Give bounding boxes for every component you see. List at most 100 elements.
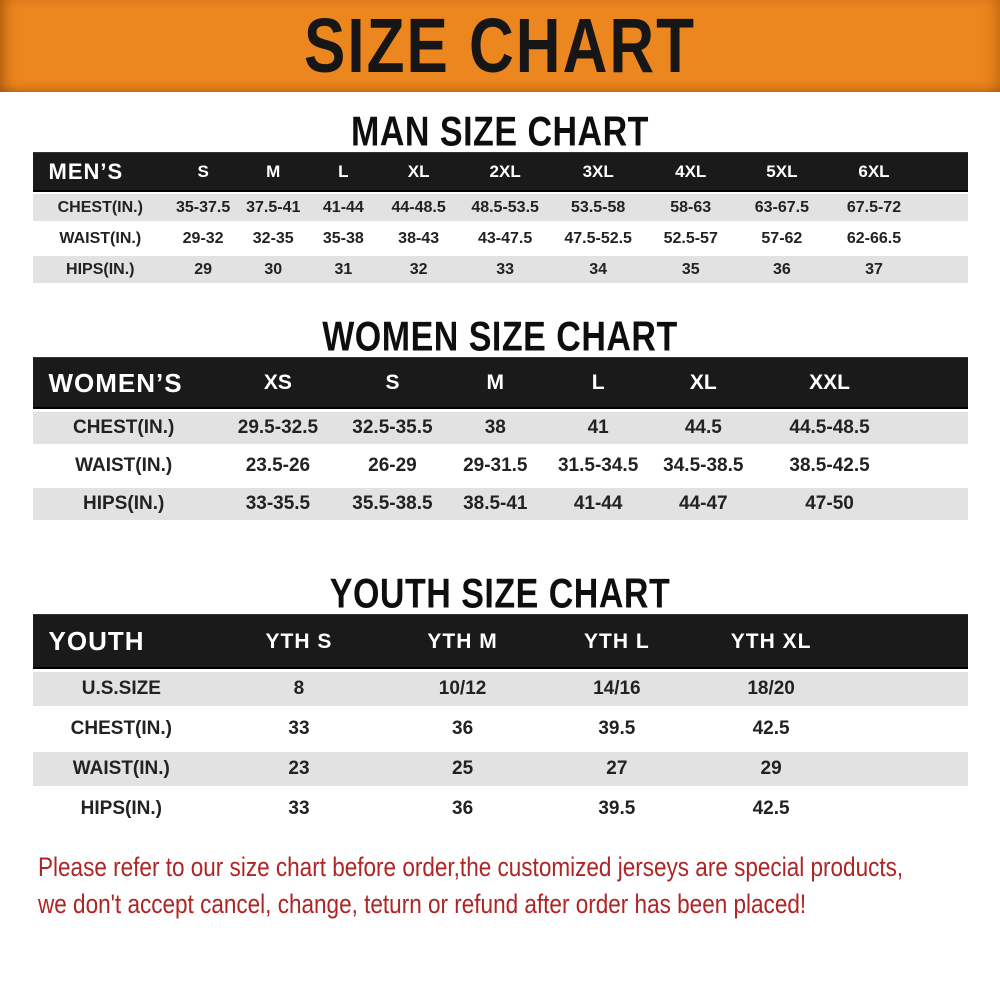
men-row-pad [920,223,968,254]
youth-size-value-cell: 42.5 [696,709,846,749]
youth-row-pad [845,709,968,749]
youth-column-header: YTH S [210,614,388,669]
youth-row-label: U.S.SIZE [32,669,211,709]
women-size-value-cell: 38 [443,409,547,447]
men-column-header: S [168,152,239,192]
women-size-value-cell: 26-29 [341,447,444,485]
banner: SIZE CHART [0,0,1000,92]
men-size-value-cell: 48.5-53.5 [458,192,552,223]
men-header-row: MEN’S S M L XL 2XL 3XL 4XL 5XL 6XL [32,152,968,192]
men-column-header: M [238,152,309,192]
men-column-header: 2XL [458,152,552,192]
youth-size-value-cell: 36 [387,709,538,749]
women-row-label: WAIST(IN.) [32,447,215,485]
youth-row-label: HIPS(IN.) [32,789,211,829]
youth-header-pad [845,614,968,669]
men-size-value-cell: 43-47.5 [458,223,552,254]
men-size-value-cell: 33 [458,254,552,285]
youth-row-pad [845,789,968,829]
men-column-header: XL [378,152,459,192]
men-size-value-cell: 47.5-52.5 [551,223,645,254]
men-size-value-cell: 67.5-72 [827,192,921,223]
men-column-header: 6XL [827,152,921,192]
men-table-row: HIPS(IN.) 29 30 31 32 33 34 35 36 37 [32,254,968,285]
youth-size-value-cell: 42.5 [696,789,846,829]
youth-table-row: U.S.SIZE 8 10/12 14/16 18/20 [32,669,968,709]
men-size-section: MAN SIZE CHART MEN’S S M L XL 2XL 3XL 4XL 5XL 6XL… [0,109,1000,285]
women-row-pad [902,447,968,485]
footer-note: Please refer to our size chart before or… [0,849,1000,923]
women-size-value-cell: 44.5 [649,409,758,447]
youth-size-value-cell: 8 [210,669,388,709]
men-column-header: 5XL [736,152,828,192]
men-size-value-cell: 38-43 [378,223,459,254]
women-row-pad [902,485,968,523]
men-size-value-cell: 37 [827,254,921,285]
men-header-label: MEN’S [32,152,169,192]
page-title: SIZE CHART [304,3,696,89]
men-table-row: CHEST(IN.) 35-37.5 37.5-41 41-44 44-48.5 48.5… [32,192,968,223]
women-size-value-cell: 38.5-41 [443,485,547,523]
youth-size-value-cell: 23 [210,749,388,789]
youth-size-value-cell: 25 [387,749,538,789]
women-size-value-cell: 34.5-38.5 [649,447,758,485]
youth-column-header: YTH XL [696,614,846,669]
men-size-value-cell: 62-66.5 [827,223,921,254]
men-row-pad [920,192,968,223]
men-row-label: HIPS(IN.) [32,254,169,285]
youth-row-pad [845,749,968,789]
men-section-heading: MAN SIZE CHART [351,108,649,156]
women-header-row: WOMEN’S XS S M L XL XXL [32,357,968,409]
women-table-row: CHEST(IN.) 29.5-32.5 32.5-35.5 38 41 44.5 44.5… [32,409,968,447]
men-size-value-cell: 34 [551,254,645,285]
youth-header-label: YOUTH [32,614,211,669]
youth-section-heading: YOUTH SIZE CHART [329,570,671,618]
women-row-pad [902,409,968,447]
youth-row-label: CHEST(IN.) [32,709,211,749]
women-size-value-cell: 31.5-34.5 [546,447,650,485]
youth-size-value-cell: 33 [210,709,388,749]
men-size-value-cell: 30 [238,254,309,285]
men-size-value-cell: 32-35 [238,223,309,254]
youth-size-value-cell: 27 [537,749,697,789]
men-column-header: 3XL [551,152,645,192]
youth-size-section: YOUTH SIZE CHART YOUTH YTH S YTH M YTH L YTH… [0,571,1000,829]
youth-size-value-cell: 10/12 [387,669,538,709]
women-size-value-cell: 41 [546,409,650,447]
men-size-value-cell: 44-48.5 [378,192,459,223]
women-size-value-cell: 44.5-48.5 [757,409,902,447]
women-size-table: WOMEN’S XS S M L XL XXL CHEST(IN.) 29.5-32.5 32.5… [32,357,968,523]
men-size-value-cell: 35 [644,254,737,285]
women-column-header: S [341,357,444,409]
women-column-header: XXL [757,357,902,409]
footer-note-line-2: we don't accept cancel, change, teturn o… [38,889,807,919]
youth-size-value-cell: 14/16 [537,669,697,709]
men-row-label: WAIST(IN.) [32,223,169,254]
women-row-label: CHEST(IN.) [32,409,215,447]
men-header-pad [920,152,968,192]
men-size-value-cell: 35-38 [308,223,379,254]
youth-size-table: YOUTH YTH S YTH M YTH L YTH XL U.S.SIZE 8 10/12… [32,614,968,829]
youth-size-value-cell: 33 [210,789,388,829]
men-size-value-cell: 31 [308,254,379,285]
men-size-value-cell: 52.5-57 [644,223,737,254]
youth-column-header: YTH M [387,614,538,669]
women-size-value-cell: 47-50 [757,485,902,523]
youth-table-row: HIPS(IN.) 33 36 39.5 42.5 [32,789,968,829]
youth-header-row: YOUTH YTH S YTH M YTH L YTH XL [32,614,968,669]
women-header-pad [902,357,968,409]
women-column-header: XS [214,357,342,409]
youth-size-value-cell: 39.5 [537,789,697,829]
youth-row-pad [845,669,968,709]
women-column-header: M [443,357,547,409]
men-size-value-cell: 32 [378,254,459,285]
women-header-label: WOMEN’S [32,357,215,409]
youth-table-row: WAIST(IN.) 23 25 27 29 [32,749,968,789]
men-size-value-cell: 58-63 [644,192,737,223]
women-size-value-cell: 29-31.5 [443,447,547,485]
women-size-value-cell: 29.5-32.5 [214,409,342,447]
men-row-label: CHEST(IN.) [32,192,169,223]
youth-size-value-cell: 18/20 [696,669,846,709]
youth-row-label: WAIST(IN.) [32,749,211,789]
